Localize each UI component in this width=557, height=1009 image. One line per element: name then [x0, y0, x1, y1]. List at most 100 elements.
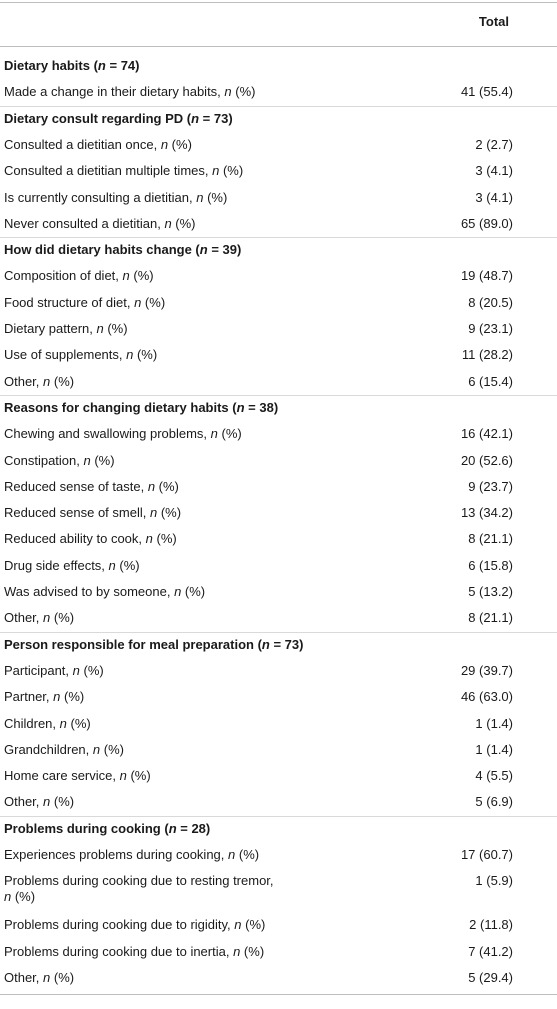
table-row: Grandchildren, n (%) 1 (1.4)	[0, 742, 557, 768]
total-value: 2 (11.8)	[469, 917, 513, 933]
section-row: Dietary habits (n = 74)	[0, 58, 557, 84]
table-row: Reduced ability to cook, n (%) 8 (21.1)	[0, 531, 557, 557]
n-symbol: n	[224, 84, 232, 100]
label-suffix: (%)	[168, 136, 192, 152]
top-rule	[0, 2, 557, 3]
total-value: 7 (41.2)	[468, 943, 513, 959]
n-symbol: n	[228, 847, 236, 862]
bottom-rule	[0, 994, 557, 996]
total-value: 1 (1.4)	[475, 741, 513, 757]
label-suffix: (%)	[171, 215, 196, 231]
table-row: Never consulted a dietitian, n (%) 65 (89…	[0, 216, 557, 242]
label-text: Experiences problems during cooking,	[4, 847, 229, 862]
total-value: 9 (23.7)	[468, 478, 513, 494]
table-row: Consulted a dietitian once, n (%) 2 (2.7)	[0, 137, 557, 163]
section-label: Person responsible for meal preparation …	[4, 637, 334, 653]
section-rule	[0, 394, 557, 396]
n-symbol: n	[145, 531, 153, 547]
row-label: Consulted a dietitian once, n (%)	[4, 137, 334, 153]
label-text: Constipation,	[4, 452, 84, 468]
table-row: Chewing and swallowing problems, n (%) 16…	[0, 426, 557, 452]
n-symbol: n	[43, 969, 51, 985]
row-label: Is currently consulting a dietitian, n (…	[4, 190, 334, 206]
section-rule	[0, 815, 557, 817]
total-value: 3 (4.1)	[475, 189, 513, 205]
label-suffix: (%)	[50, 610, 75, 626]
table-row: Other, n (%) 6 (15.4)	[0, 374, 557, 400]
n-symbol: n	[108, 557, 116, 573]
row-label: Other, n (%)	[4, 970, 334, 986]
n-symbol: n	[126, 347, 134, 363]
label-suffix: (%)	[152, 531, 177, 547]
table-row: Was advised to by someone, n (%) 5 (13.2)	[0, 584, 557, 610]
label-text: Dietary habits (	[4, 58, 98, 73]
row-label: Partner, n (%)	[4, 689, 334, 705]
label-suffix: (%)	[133, 347, 158, 363]
label-suffix: (%)	[115, 557, 140, 573]
row-label: Other, n (%)	[4, 794, 334, 810]
total-value: 65 (89.0)	[460, 215, 513, 231]
label-text: Other,	[4, 610, 44, 626]
section-rule	[0, 237, 557, 239]
total-value: 11 (28.2)	[461, 347, 513, 363]
n-symbol: n	[4, 889, 12, 905]
n-symbol: n	[196, 189, 204, 205]
table-row: Other, n (%) 8 (21.1)	[0, 610, 557, 636]
n-symbol: n	[212, 163, 220, 179]
label-text: Chewing and swallowing problems,	[4, 426, 211, 442]
table-row: Experiences problems during cooking, n (…	[0, 847, 557, 873]
label-suffix: (%)	[181, 584, 206, 599]
table-row: Other, n (%) 5 (29.4)	[0, 970, 557, 996]
label-text: Other,	[4, 969, 44, 985]
section-row: Problems during cooking (n = 28)	[0, 821, 557, 847]
section-rule	[0, 105, 557, 107]
n-symbol: n	[199, 242, 208, 258]
total-value: 5 (6.9)	[475, 794, 513, 810]
row-label: Problems during cooking due to rigidity,…	[4, 917, 334, 933]
row-label: Other, n (%)	[4, 374, 334, 390]
label-suffix: (%)	[50, 373, 75, 389]
total-value: 3 (4.1)	[475, 163, 513, 179]
label-suffix: = 39)	[207, 242, 242, 258]
row-label: Constipation, n (%)	[4, 453, 334, 469]
section-label: Problems during cooking (n = 28)	[4, 821, 334, 837]
total-value: 2 (2.7)	[475, 136, 513, 152]
section-row: Dietary consult regarding PD (n = 73)	[0, 111, 557, 137]
table-row: Composition of diet, n (%) 19 (48.7)	[0, 268, 557, 294]
row-label: Grandchildren, n (%)	[4, 742, 334, 758]
total-value: 13 (34.2)	[460, 505, 513, 521]
total-value: 41 (55.4)	[460, 84, 513, 100]
label-text: Person responsible for meal preparation …	[4, 636, 262, 652]
label-text: Consulted a dietitian multiple times,	[4, 163, 213, 179]
section-label: Dietary consult regarding PD (n = 73)	[4, 111, 334, 127]
total-value: 5 (29.4)	[468, 969, 513, 985]
label-text: Never consulted a dietitian,	[4, 215, 165, 231]
label-suffix: = 73)	[199, 110, 233, 126]
label-text: Reduced sense of smell,	[4, 505, 150, 521]
row-label: Children, n (%)	[4, 716, 334, 732]
table-row: Food structure of diet, n (%) 8 (20.5)	[0, 295, 557, 321]
header-row: Total	[0, 14, 557, 30]
n-symbol: n	[122, 268, 130, 284]
section-row: Reasons for changing dietary habits (n =…	[0, 400, 557, 426]
label-suffix: (%)	[203, 189, 228, 205]
n-symbol: n	[261, 636, 270, 652]
table-row: Participant, n (%) 29 (39.7)	[0, 663, 557, 689]
label-suffix: (%)	[50, 794, 75, 810]
n-symbol: n	[236, 399, 245, 415]
label-text: How did dietary habits change (	[4, 242, 200, 258]
n-symbol: n	[160, 136, 169, 152]
total-value: 6 (15.4)	[468, 373, 513, 389]
label-text: Participant,	[4, 662, 73, 678]
table-row: Reduced sense of taste, n (%) 9 (23.7)	[0, 479, 557, 505]
table-row: Children, n (%) 1 (1.4)	[0, 716, 557, 742]
label-text: Reduced ability to cook,	[4, 531, 146, 547]
label-suffix: (%)	[103, 321, 128, 336]
row-label: Was advised to by someone, n (%)	[4, 584, 334, 600]
n-symbol: n	[96, 321, 104, 336]
row-label: Reduced sense of smell, n (%)	[4, 505, 334, 521]
table-row: Reduced sense of smell, n (%) 13 (34.2)	[0, 505, 557, 531]
label-suffix: (%)	[50, 969, 75, 985]
section-row: Person responsible for meal preparation …	[0, 637, 557, 663]
row-label: Participant, n (%)	[4, 663, 334, 679]
